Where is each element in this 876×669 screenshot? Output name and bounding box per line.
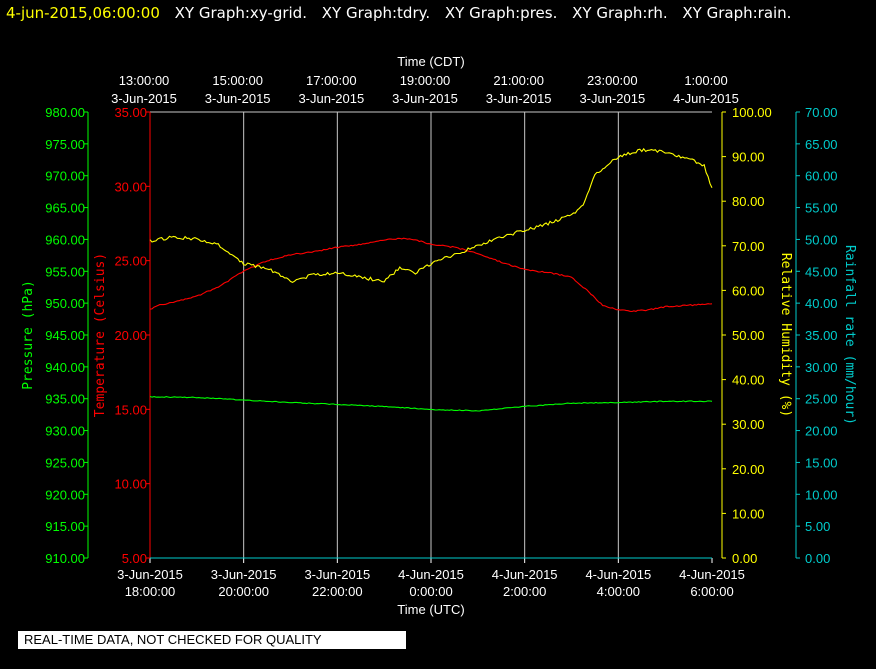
rain-tick-label: 65.00: [805, 137, 838, 152]
temperature-tick-label: 5.00: [122, 551, 147, 566]
tab-xy-grid[interactable]: XY Graph:xy-grid.: [174, 4, 307, 22]
rain-tick-label: 0.00: [805, 551, 830, 566]
x-tick-label-time: 0:00:00: [409, 584, 452, 599]
tab-pres[interactable]: XY Graph:pres.: [444, 4, 558, 22]
temperature-tick-label: 10.00: [114, 477, 147, 492]
humidity-tick-label: 80.00: [732, 194, 765, 209]
humidity-tick-label: 0.00: [732, 551, 757, 566]
pressure-series-line: [149, 395, 713, 412]
rain-tick-label: 30.00: [805, 360, 838, 375]
humidity-tick-label: 20.00: [732, 462, 765, 477]
x-tick-label-date: 3-Jun-2015: [304, 567, 370, 582]
rain-tick-label: 55.00: [805, 201, 838, 216]
humidity-tick-label: 70.00: [732, 239, 765, 254]
rain-tick-label: 10.00: [805, 487, 838, 502]
temperature-tick-label: 25.00: [114, 254, 147, 269]
x-tick-label-time: 2:00:00: [503, 584, 546, 599]
top-tick-label-time: 21:00:00: [493, 73, 544, 88]
pressure-tick-label: 935.00: [45, 392, 85, 407]
temperature-series-line: [149, 237, 713, 313]
humidity-tick-label: 60.00: [732, 283, 765, 298]
top-tick-label-date: 3-Jun-2015: [392, 91, 458, 106]
top-tick-label-time: 15:00:00: [212, 73, 263, 88]
top-tick-label-date: 3-Jun-2015: [111, 91, 177, 106]
current-date-label: 4-jun-2015,06:00:00: [6, 4, 160, 22]
humidity-series-line: [149, 147, 713, 284]
x-tick-label-date: 4-Jun-2015: [492, 567, 558, 582]
x-tick-label-time: 6:00:00: [690, 584, 733, 599]
top-tick-label-time: 23:00:00: [587, 73, 638, 88]
top-tick-label-time: 13:00:00: [119, 73, 170, 88]
rain-tick-label: 5.00: [805, 519, 830, 534]
humidity-tick-label: 10.00: [732, 506, 765, 521]
x-axis-title-utc: Time (UTC): [397, 602, 464, 617]
x-axis-title-cdt: Time (CDT): [397, 54, 464, 69]
pressure-tick-label: 945.00: [45, 328, 85, 343]
temperature-axis-title: Temperature (Celsius): [93, 253, 108, 417]
x-tick-label-date: 3-Jun-2015: [211, 567, 277, 582]
quality-notice: REAL-TIME DATA, NOT CHECKED FOR QUALITY: [18, 631, 406, 649]
x-tick-label-time: 18:00:00: [125, 584, 176, 599]
pressure-tick-label: 920.00: [45, 487, 85, 502]
temperature-tick-label: 30.00: [114, 179, 147, 194]
humidity-tick-label: 90.00: [732, 150, 765, 165]
rain-tick-label: 60.00: [805, 169, 838, 184]
top-tick-label-time: 17:00:00: [306, 73, 357, 88]
humidity-tick-label: 50.00: [732, 328, 765, 343]
pressure-tick-label: 965.00: [45, 201, 85, 216]
x-tick-label-date: 4-Jun-2015: [679, 567, 745, 582]
pressure-tick-label: 940.00: [45, 360, 85, 375]
temperature-tick-label: 35.00: [114, 105, 147, 120]
top-tick-label-date: 3-Jun-2015: [298, 91, 364, 106]
top-tick-label-date: 3-Jun-2015: [579, 91, 645, 106]
pressure-tick-label: 960.00: [45, 232, 85, 247]
rain-tick-label: 20.00: [805, 424, 838, 439]
rain-tick-label: 40.00: [805, 296, 838, 311]
humidity-tick-label: 100.00: [732, 105, 772, 120]
x-tick-label-date: 3-Jun-2015: [117, 567, 183, 582]
top-tick-label-date: 3-Jun-2015: [205, 91, 271, 106]
rain-tick-label: 50.00: [805, 232, 838, 247]
pressure-tick-label: 980.00: [45, 105, 85, 120]
pressure-tick-label: 930.00: [45, 424, 85, 439]
pressure-tick-label: 910.00: [45, 551, 85, 566]
tab-tdry[interactable]: XY Graph:tdry.: [321, 4, 431, 22]
top-tick-label-time: 1:00:00: [684, 73, 727, 88]
humidity-axis-title: Relative Humidity (%): [778, 253, 793, 417]
tab-rh[interactable]: XY Graph:rh.: [572, 4, 668, 22]
pressure-tick-label: 970.00: [45, 169, 85, 184]
temperature-tick-label: 20.00: [114, 328, 147, 343]
top-tick-label-time: 19:00:00: [400, 73, 451, 88]
rain-tick-label: 15.00: [805, 455, 838, 470]
pressure-tick-label: 975.00: [45, 137, 85, 152]
x-tick-label-time: 22:00:00: [312, 584, 363, 599]
pressure-tick-label: 925.00: [45, 455, 85, 470]
pressure-tick-label: 915.00: [45, 519, 85, 534]
rain-tick-label: 45.00: [805, 264, 838, 279]
x-tick-label-date: 4-Jun-2015: [398, 567, 464, 582]
window-title-bar: 4-jun-2015,06:00:00 XY Graph:xy-grid. XY…: [6, 4, 791, 22]
rain-axis-title: Rainfall rate (mm/hour): [842, 245, 857, 425]
rain-tick-label: 25.00: [805, 392, 838, 407]
tab-rain[interactable]: XY Graph:rain.: [682, 4, 792, 22]
humidity-tick-label: 40.00: [732, 373, 765, 388]
humidity-tick-label: 30.00: [732, 417, 765, 432]
rain-tick-label: 35.00: [805, 328, 838, 343]
x-tick-label-time: 20:00:00: [218, 584, 269, 599]
top-tick-label-date: 4-Jun-2015: [673, 91, 739, 106]
x-tick-label-date: 4-Jun-2015: [585, 567, 651, 582]
rain-tick-label: 70.00: [805, 105, 838, 120]
top-tick-label-date: 3-Jun-2015: [486, 91, 552, 106]
pressure-tick-label: 955.00: [45, 264, 85, 279]
pressure-axis-title: Pressure (hPa): [21, 280, 36, 390]
x-tick-label-time: 4:00:00: [597, 584, 640, 599]
temperature-tick-label: 15.00: [114, 402, 147, 417]
pressure-tick-label: 950.00: [45, 296, 85, 311]
